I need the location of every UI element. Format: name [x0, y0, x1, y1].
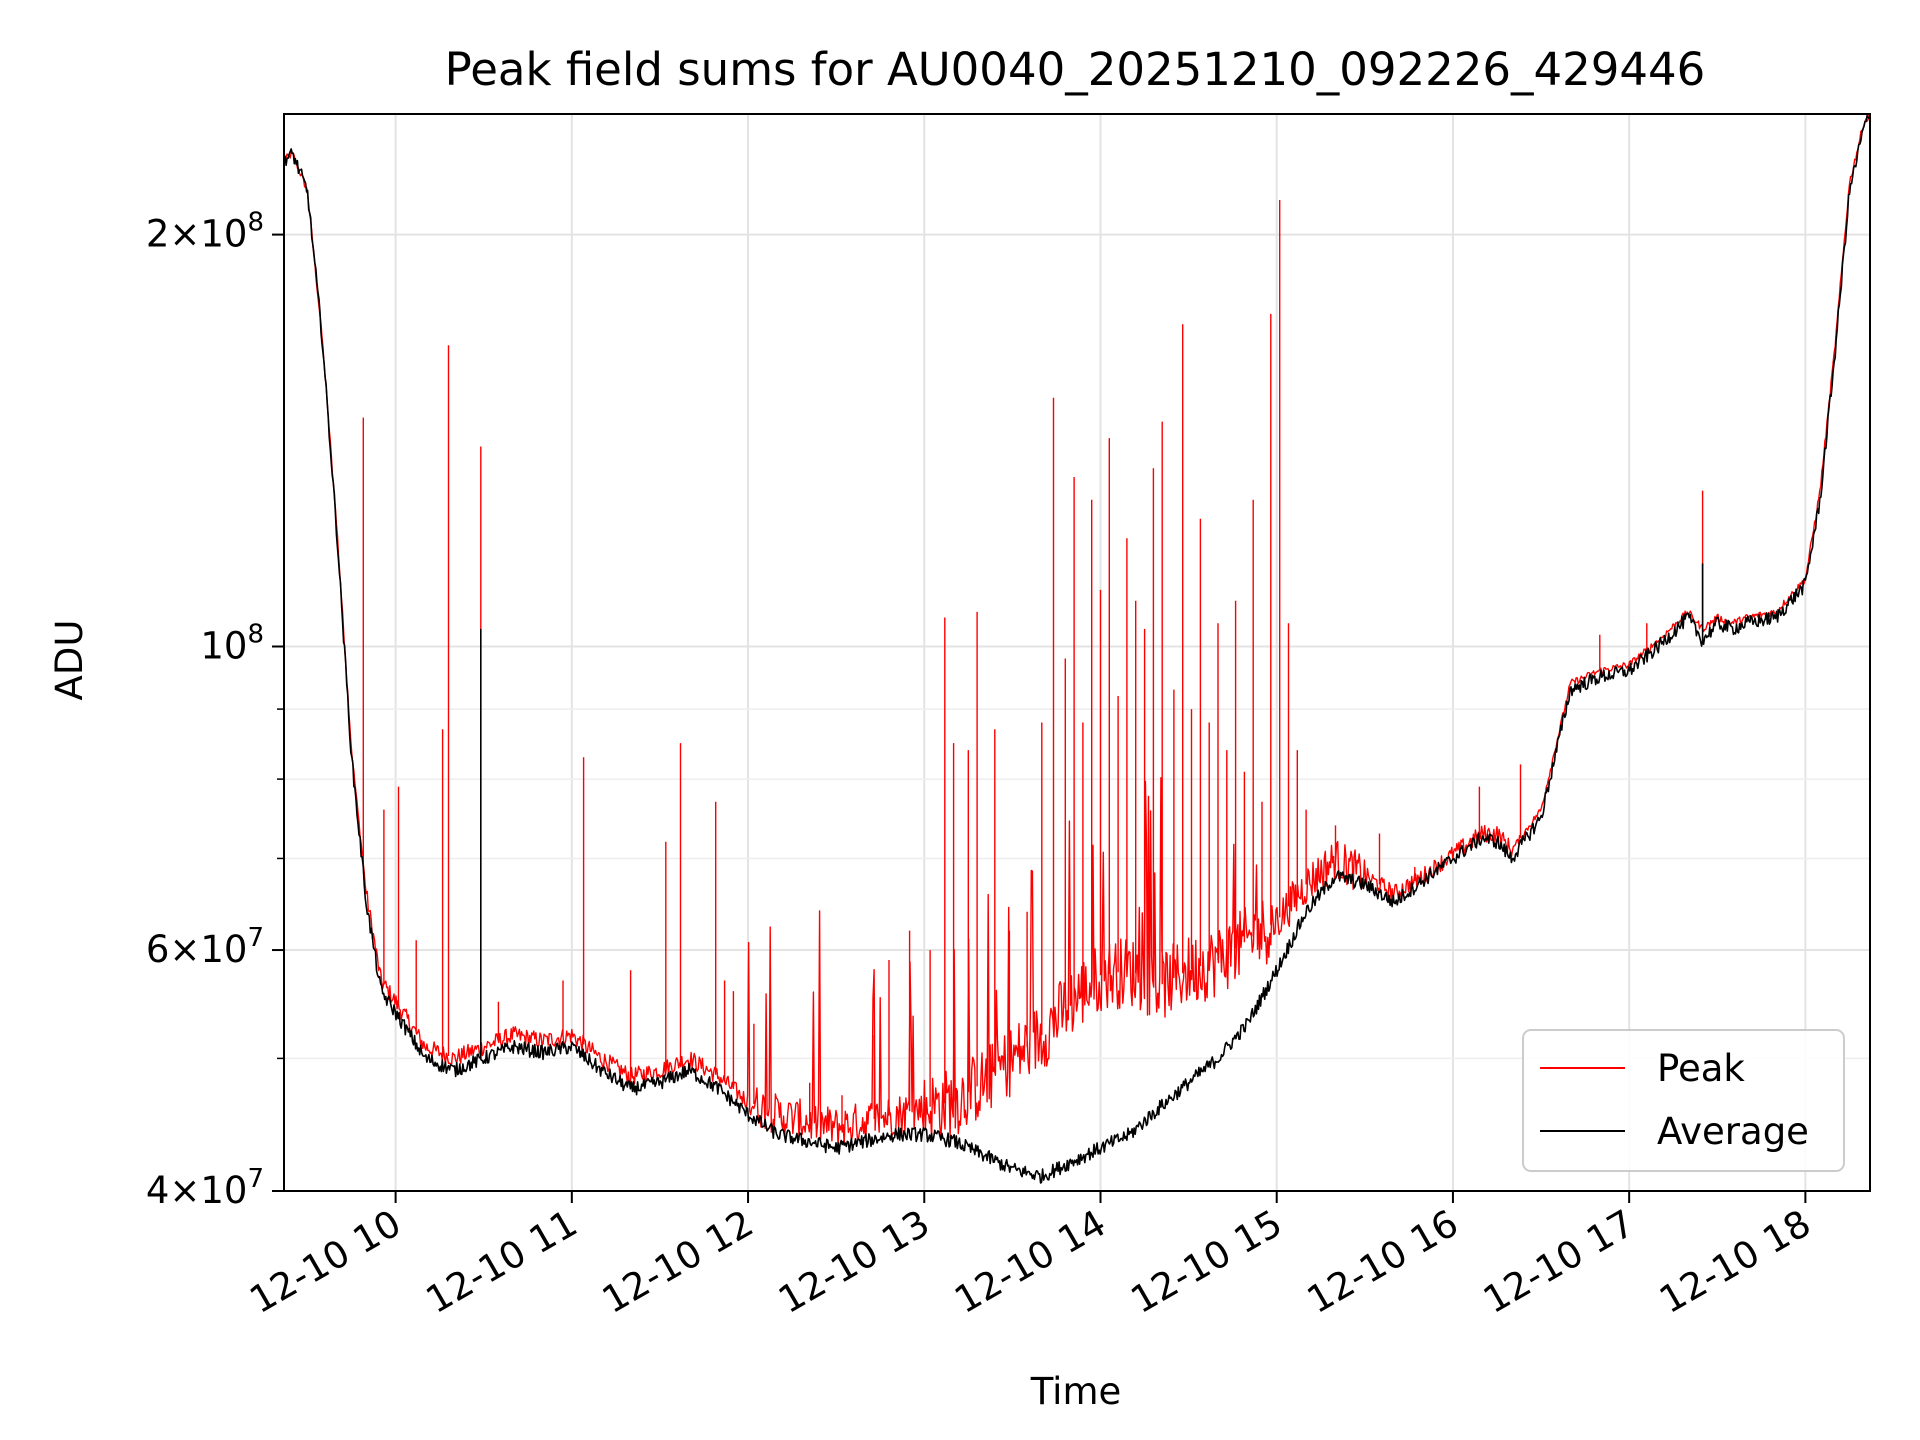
axes-frame: [283, 113, 1871, 1192]
y-tick-label: 6×107: [146, 923, 264, 971]
series-line-average: [284, 114, 1870, 1184]
chart-title: Peak field sums for AU0040_20251210_0922…: [445, 43, 1706, 96]
y-axis-label: ADU: [48, 620, 91, 701]
x-axis-label: Time: [1030, 1370, 1122, 1413]
legend: Peak Average: [1522, 1029, 1845, 1172]
y-tick-label: 4×107: [146, 1164, 264, 1212]
y-axis: 4×107 6×107 108 2×108: [146, 208, 284, 1212]
legend-box: [1522, 1029, 1845, 1172]
legend-label-average: Average: [1657, 1110, 1809, 1153]
plot-area: [284, 114, 1870, 1184]
legend-label-peak: Peak: [1657, 1047, 1745, 1090]
y-tick-label: 2×108: [146, 208, 264, 256]
y-tick-label: 108: [200, 619, 264, 667]
